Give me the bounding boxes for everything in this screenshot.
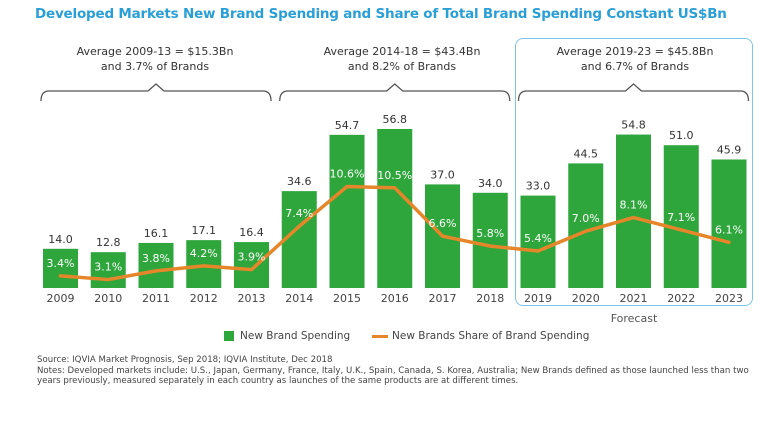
share-value-label: 8.1% bbox=[620, 199, 648, 212]
source-notes: Source: IQVIA Market Prognosis, Sep 2018… bbox=[37, 355, 757, 387]
x-tick-label: 2017 bbox=[429, 292, 457, 305]
x-tick-label: 2011 bbox=[142, 292, 170, 305]
bar-2023 bbox=[711, 159, 747, 288]
bar-2020 bbox=[568, 163, 604, 288]
legend-item-bar: New Brand Spending bbox=[224, 330, 350, 342]
bar-value-label: 56.8 bbox=[383, 113, 408, 126]
source-text: Source: IQVIA Market Prognosis, Sep 2018… bbox=[37, 355, 333, 365]
notes-text: Notes: Developed markets include: U.S., … bbox=[37, 365, 749, 387]
bar-2019 bbox=[520, 195, 556, 288]
bar-2018 bbox=[472, 192, 508, 288]
annotation-line1: Average 2019-23 = $45.8Bn bbox=[556, 45, 714, 58]
legend-swatch-bar bbox=[224, 331, 234, 341]
bar-value-label: 12.8 bbox=[96, 236, 121, 249]
bar-2011 bbox=[138, 242, 174, 288]
share-value-label: 3.1% bbox=[94, 261, 122, 274]
bar-value-label: 54.8 bbox=[621, 119, 646, 132]
bar-value-label: 34.6 bbox=[287, 175, 312, 188]
x-tick-label: 2023 bbox=[715, 292, 743, 305]
annotation-2019-23: Average 2019-23 = $45.8Bn and 6.7% of Br… bbox=[530, 44, 740, 74]
share-value-label: 10.6% bbox=[330, 168, 365, 181]
bar-2012 bbox=[186, 240, 222, 288]
share-value-label: 4.2% bbox=[190, 247, 218, 260]
bar-2022 bbox=[663, 145, 699, 288]
bar-value-label: 51.0 bbox=[669, 129, 694, 142]
legend-label-bar: New Brand Spending bbox=[240, 330, 351, 342]
share-value-label: 6.1% bbox=[715, 223, 743, 236]
x-tick-label: 2015 bbox=[333, 292, 361, 305]
annotation-line2: and 3.7% of Brands bbox=[100, 60, 210, 73]
labels: 14.0 2009 3.4% 12.8 2010 3.1% 16.1 2011 3.8% 17.1… bbox=[47, 113, 744, 305]
x-tick-label: 2013 bbox=[238, 292, 266, 305]
share-value-label: 6.6% bbox=[429, 217, 457, 230]
bar-value-label: 34.0 bbox=[478, 177, 503, 190]
annotation-line2: and 6.7% of Brands bbox=[580, 60, 690, 73]
x-tick-label: 2019 bbox=[524, 292, 552, 305]
bars bbox=[43, 128, 747, 288]
share-value-label: 7.0% bbox=[572, 212, 600, 225]
bar-2013 bbox=[234, 242, 269, 288]
share-value-label: 5.4% bbox=[524, 232, 552, 245]
bar-2015 bbox=[329, 134, 365, 288]
annotation-2009-13: Average 2009-13 = $15.3Bn and 3.7% of Br… bbox=[55, 44, 255, 74]
bar-value-label: 45.9 bbox=[717, 143, 742, 156]
bar-value-label: 16.4 bbox=[239, 226, 264, 239]
x-tick-label: 2009 bbox=[47, 292, 75, 305]
share-value-label: 3.9% bbox=[238, 251, 266, 264]
share-value-label: 7.4% bbox=[285, 207, 313, 220]
annotation-line2: and 8.2% of Brands bbox=[347, 60, 457, 73]
x-tick-label: 2014 bbox=[285, 292, 313, 305]
share-line bbox=[58, 184, 731, 282]
share-line-layer bbox=[58, 184, 731, 282]
bar-value-label: 54.7 bbox=[335, 119, 360, 132]
bar-value-label: 17.1 bbox=[192, 224, 217, 237]
chart-title: Developed Markets New Brand Spending and… bbox=[35, 6, 727, 22]
brace-2 bbox=[517, 83, 750, 102]
bar-2009 bbox=[43, 248, 78, 288]
share-value-label: 10.5% bbox=[377, 169, 412, 182]
annotation-2014-18: Average 2014-18 = $43.4Bn and 8.2% of Br… bbox=[292, 44, 512, 74]
share-value-label: 3.4% bbox=[47, 257, 75, 270]
bar-value-label: 16.1 bbox=[144, 227, 169, 240]
share-value-label: 3.8% bbox=[142, 252, 170, 265]
bar-2016 bbox=[377, 128, 413, 288]
brace-1 bbox=[279, 83, 511, 102]
share-value-label: 7.1% bbox=[667, 211, 695, 224]
bar-2010 bbox=[90, 252, 126, 288]
x-tick-label: 2016 bbox=[381, 292, 409, 305]
bar-value-label: 44.5 bbox=[574, 147, 599, 160]
bar-2014 bbox=[281, 191, 317, 288]
bar-value-label: 37.0 bbox=[430, 168, 455, 181]
legend-label-line: New Brands Share of Brand Spending bbox=[392, 330, 590, 342]
forecast-box bbox=[515, 38, 753, 306]
bar-value-label: 14.0 bbox=[48, 233, 73, 246]
annotation-line1: Average 2014-18 = $43.4Bn bbox=[323, 45, 481, 58]
braces bbox=[40, 83, 750, 102]
x-tick-label: 2021 bbox=[620, 292, 648, 305]
annotation-line1: Average 2009-13 = $15.3Bn bbox=[76, 45, 234, 58]
forecast-label: Forecast bbox=[610, 312, 658, 325]
legend-swatch-line bbox=[372, 334, 388, 338]
x-tick-label: 2018 bbox=[476, 292, 504, 305]
x-tick-label: 2012 bbox=[190, 292, 218, 305]
x-tick-label: 2010 bbox=[94, 292, 122, 305]
x-tick-label: 2022 bbox=[667, 292, 695, 305]
share-value-label: 5.8% bbox=[476, 227, 504, 240]
x-tick-label: 2020 bbox=[572, 292, 600, 305]
legend-item-line: New Brands Share of Brand Spending bbox=[372, 330, 589, 342]
bar-2021 bbox=[616, 134, 651, 288]
bar-value-label: 33.0 bbox=[526, 180, 551, 193]
brace-0 bbox=[40, 83, 272, 102]
